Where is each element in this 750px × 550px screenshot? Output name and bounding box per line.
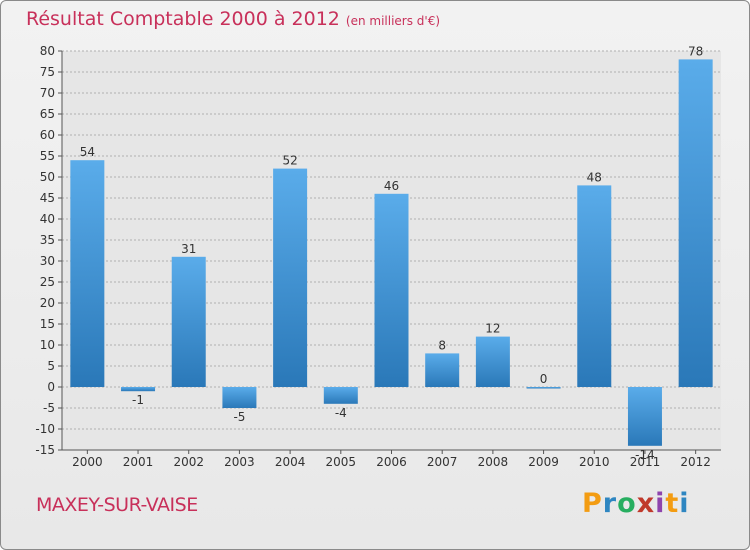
value-label-2001: -1 — [132, 393, 144, 407]
x-tick-label-2010: 2010 — [579, 455, 610, 469]
bar-2004 — [273, 168, 308, 387]
y-tick-label: 55 — [40, 149, 55, 163]
bar-2005 — [323, 387, 358, 404]
x-tick-label-2003: 2003 — [224, 455, 255, 469]
brand-logo: Proxiti — [582, 488, 690, 519]
y-tick-label: 65 — [40, 107, 55, 121]
y-tick-label: -5 — [43, 401, 55, 415]
value-label-2000: 54 — [80, 145, 95, 159]
chart-title: Résultat Comptable 2000 à 2012 (en millie… — [26, 8, 440, 30]
value-label-2005: -4 — [335, 406, 347, 420]
bar-2000 — [70, 160, 105, 387]
x-tick-label-2008: 2008 — [478, 455, 509, 469]
value-label-2011: -14 — [635, 448, 655, 462]
bar-2002 — [171, 256, 206, 387]
brand-letter: o — [617, 488, 637, 519]
y-tick-label: 15 — [40, 317, 55, 331]
brand-letter: i — [655, 488, 666, 519]
value-label-2006: 46 — [384, 179, 399, 193]
y-tick-label: 40 — [40, 212, 55, 226]
y-tick-label: 20 — [40, 296, 55, 310]
x-tick-label-2011: 2011 — [630, 455, 661, 469]
x-tick-label-2009: 2009 — [528, 455, 559, 469]
commune-name: MAXEY-SUR-VAISE — [36, 494, 198, 516]
y-tick-label: -10 — [35, 422, 55, 436]
bar-2008 — [475, 336, 510, 387]
x-tick-label-2001: 2001 — [123, 455, 154, 469]
y-tick-label: 5 — [47, 359, 55, 373]
value-label-2002: 31 — [181, 242, 196, 256]
y-tick-label: 80 — [40, 44, 55, 58]
x-tick-label-2007: 2007 — [427, 455, 458, 469]
y-tick-label: 50 — [40, 170, 55, 184]
value-label-2012: 78 — [688, 44, 703, 58]
bar-2003 — [222, 387, 257, 408]
x-tick-label-2006: 2006 — [376, 455, 407, 469]
bar-2010 — [577, 185, 612, 387]
x-tick-label-2005: 2005 — [326, 455, 357, 469]
brand-letter: x — [636, 488, 656, 519]
x-tick-label-2000: 2000 — [72, 455, 103, 469]
brand-letter: t — [665, 488, 680, 519]
brand-letter: i — [679, 488, 690, 519]
y-tick-label: 75 — [40, 65, 55, 79]
value-label-2009: 0 — [540, 372, 548, 386]
x-tick-label-2012: 2012 — [680, 455, 711, 469]
bar-2009 — [526, 387, 561, 389]
brand-letter: P — [582, 488, 603, 519]
x-tick-label-2002: 2002 — [173, 455, 204, 469]
y-tick-label: 10 — [40, 338, 55, 352]
x-tick-label-2004: 2004 — [275, 455, 306, 469]
y-tick-label: 30 — [40, 254, 55, 268]
value-label-2007: 8 — [438, 338, 446, 352]
chart-subtitle: (en milliers d'€) — [345, 14, 441, 28]
y-tick-label: 35 — [40, 233, 55, 247]
bar-2007 — [425, 353, 460, 387]
y-tick-label: 60 — [40, 128, 55, 142]
y-tick-label: 0 — [47, 380, 55, 394]
bar-2011 — [627, 387, 662, 446]
y-tick-label: 45 — [40, 191, 55, 205]
value-label-2008: 12 — [485, 322, 500, 336]
y-tick-label: 25 — [40, 275, 55, 289]
brand-letter: r — [602, 488, 618, 519]
bar-2012 — [678, 59, 713, 388]
value-label-2003: -5 — [233, 410, 245, 424]
y-tick-label: -15 — [35, 443, 55, 457]
y-tick-label: 70 — [40, 86, 55, 100]
bar-2006 — [374, 193, 409, 387]
value-label-2004: 52 — [282, 154, 297, 168]
bar-2001 — [121, 387, 156, 392]
value-label-2010: 48 — [587, 170, 602, 184]
chart-title-text: Résultat Comptable 2000 à 2012 — [26, 8, 340, 30]
